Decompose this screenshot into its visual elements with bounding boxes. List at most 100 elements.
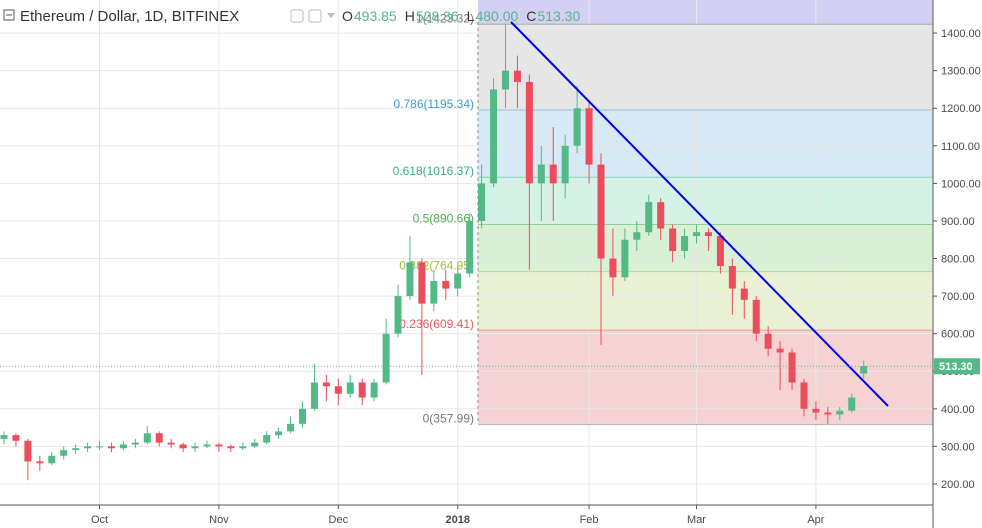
candle-body	[203, 444, 211, 447]
candle-body	[251, 442, 259, 447]
ohlc-value: 513.30	[537, 8, 580, 24]
candle-body	[12, 435, 20, 441]
candle-body	[693, 232, 701, 236]
candle-body	[633, 232, 641, 240]
candle-body	[287, 423, 295, 432]
x-tick-label: Feb	[580, 514, 599, 526]
candle-body	[824, 412, 832, 415]
more-icon[interactable]	[327, 13, 335, 18]
candle-body	[370, 382, 378, 398]
candle-body	[788, 352, 796, 383]
candle-body	[394, 296, 402, 334]
fib-bands	[478, 0, 933, 425]
candle-body	[322, 382, 330, 387]
trend-line[interactable]	[510, 21, 889, 407]
candle-body	[561, 145, 569, 184]
candle-body	[513, 70, 521, 82]
last-price-label: 513.30	[939, 361, 973, 373]
candle-body	[72, 448, 80, 451]
candle-body	[800, 382, 808, 409]
candle-body	[704, 232, 712, 236]
ohlc-value: 480.00	[475, 8, 518, 24]
y-tick-label: 900.00	[941, 216, 975, 228]
candle-body	[681, 235, 689, 251]
candle-body	[585, 108, 593, 165]
fib-band	[478, 0, 933, 25]
candle-body	[299, 408, 306, 424]
candle-body	[573, 108, 581, 146]
fib-band	[478, 271, 933, 331]
candle-body	[96, 446, 104, 448]
symbol-title: Ethereum / Dollar, 1D, BITFINEX	[20, 8, 239, 25]
ohlc-key: H	[405, 8, 415, 24]
candle-body	[537, 164, 545, 184]
x-tick-label: 2018	[445, 514, 469, 526]
ohlc-key: C	[526, 8, 536, 24]
candle-body	[752, 299, 760, 334]
fib-band	[478, 109, 933, 178]
fib-band	[478, 224, 933, 272]
candle-body	[167, 442, 175, 445]
candle-body	[478, 183, 486, 221]
candle-body	[131, 442, 139, 445]
y-tick-label: 800.00	[941, 254, 975, 266]
y-tick-label: 1400.00	[941, 28, 981, 40]
candle-body	[860, 366, 868, 374]
fib-label: 0.5(890.66)	[413, 211, 474, 225]
ohlc-value: 493.85	[354, 8, 397, 24]
y-tick-label: 1300.00	[941, 66, 981, 78]
candle-body	[848, 397, 856, 411]
fib-label: 0(357.99)	[423, 412, 474, 426]
fib-label: 0.236(609.41)	[399, 317, 474, 331]
candles	[0, 24, 868, 481]
candle-body	[155, 433, 163, 443]
candle-body	[597, 164, 605, 259]
candle-body	[24, 440, 32, 462]
candle-body	[406, 262, 414, 297]
candle-body	[275, 431, 283, 436]
fib-band	[478, 177, 933, 225]
candle-body	[525, 81, 533, 184]
candle-body	[60, 450, 68, 456]
y-tick-label: 1100.00	[941, 141, 980, 153]
candle-body	[609, 258, 617, 278]
fib-label: 0.618(1016.37)	[393, 164, 474, 178]
candle-body	[263, 435, 271, 443]
x-tick-label: Dec	[329, 514, 349, 526]
y-tick-label: 700.00	[941, 291, 975, 303]
candle-body	[48, 455, 56, 464]
candle-body	[812, 408, 820, 413]
fib-label: 0.786(1195.34)	[393, 97, 474, 111]
candle-body	[239, 446, 247, 449]
candle-body	[36, 461, 44, 464]
candle-body	[179, 444, 187, 449]
fib-label: 1(1423.32)	[416, 11, 474, 25]
y-tick-label: 400.00	[941, 404, 975, 416]
candle-body	[310, 382, 318, 409]
candle-body	[143, 433, 151, 443]
settings-icon[interactable]	[308, 9, 322, 23]
candle-body	[454, 273, 462, 289]
candle-body	[191, 446, 199, 449]
x-tick-label: Oct	[91, 514, 108, 526]
collapse-icon[interactable]	[3, 9, 15, 21]
fib-label: 0.382(764.95)	[399, 259, 474, 273]
candle-body	[215, 444, 223, 447]
candle-body	[418, 262, 426, 304]
header: Ethereum / Dollar, 1D, BITFINEX O 493.85 H…	[3, 8, 580, 25]
axes: 200.00300.00400.00500.00600.00700.00800.…	[0, 28, 981, 526]
candle-body	[657, 202, 665, 229]
candle-body	[836, 410, 844, 415]
candle-body	[84, 446, 92, 449]
candle-body	[466, 220, 474, 274]
ohlc-key: L	[467, 8, 475, 24]
candle-body	[227, 446, 235, 449]
candle-body	[764, 333, 772, 349]
candle-body	[621, 239, 629, 278]
candle-body	[669, 228, 677, 251]
eye-icon[interactable]	[290, 9, 304, 23]
candle-body	[442, 281, 450, 289]
candle-body	[501, 70, 509, 90]
candle-body	[740, 288, 748, 300]
